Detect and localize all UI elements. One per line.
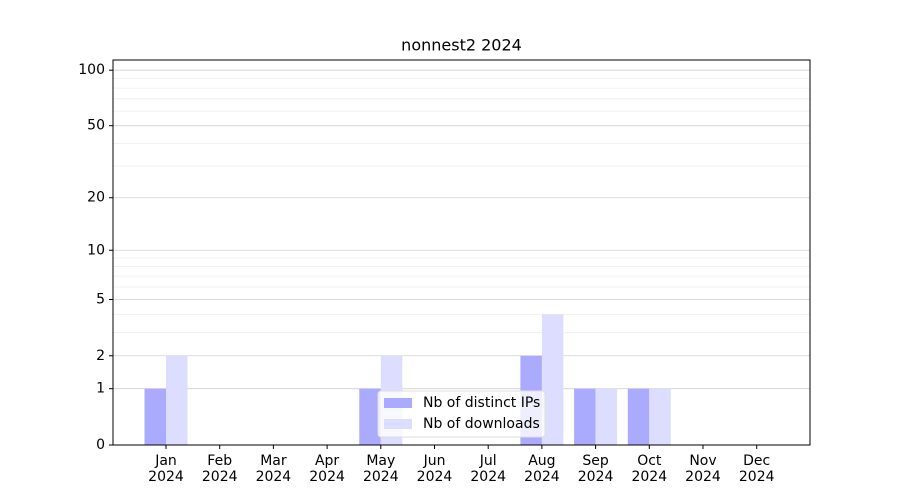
legend-swatch — [384, 398, 412, 408]
legend-box — [377, 390, 546, 438]
y-tick-label: 1 — [96, 381, 105, 397]
x-tick-label: Mar 2024 — [256, 453, 292, 485]
x-tick-label: Feb 2024 — [202, 453, 238, 485]
x-tick-label: Jul 2024 — [470, 453, 506, 485]
legend-label: Nb of downloads — [423, 416, 540, 432]
bar — [144, 388, 166, 445]
y-tick-label: 2 — [96, 348, 105, 364]
bar — [359, 388, 381, 445]
y-tick-label: 5 — [96, 291, 105, 307]
x-tick-label: Apr 2024 — [309, 453, 345, 485]
x-tick-label: Sep 2024 — [578, 453, 614, 485]
y-tick-label: 0 — [96, 437, 105, 453]
plot-frame — [112, 59, 811, 446]
y-tick-label: 100 — [78, 62, 105, 78]
x-tick-label: Jan 2024 — [148, 453, 184, 485]
x-tick-label: Oct 2024 — [631, 453, 667, 485]
bar — [649, 388, 671, 445]
x-tick-label: Jun 2024 — [417, 453, 453, 485]
bar — [627, 388, 650, 445]
x-tick-label: Dec 2024 — [739, 453, 775, 485]
x-tick-label: May 2024 — [363, 453, 399, 485]
bar — [574, 388, 596, 445]
y-tick-label: 20 — [87, 190, 105, 206]
y-tick-label: 50 — [87, 118, 105, 134]
x-tick-label: Aug 2024 — [524, 453, 560, 485]
y-tick-label: 10 — [87, 242, 105, 258]
bar — [595, 388, 618, 445]
legend-swatch — [384, 419, 412, 429]
chart-title: nonnest2 2024 — [401, 36, 522, 55]
x-tick-label: Nov 2024 — [685, 453, 721, 485]
legend-label: Nb of distinct IPs — [423, 395, 540, 411]
bar — [166, 355, 188, 445]
bar — [541, 314, 564, 445]
